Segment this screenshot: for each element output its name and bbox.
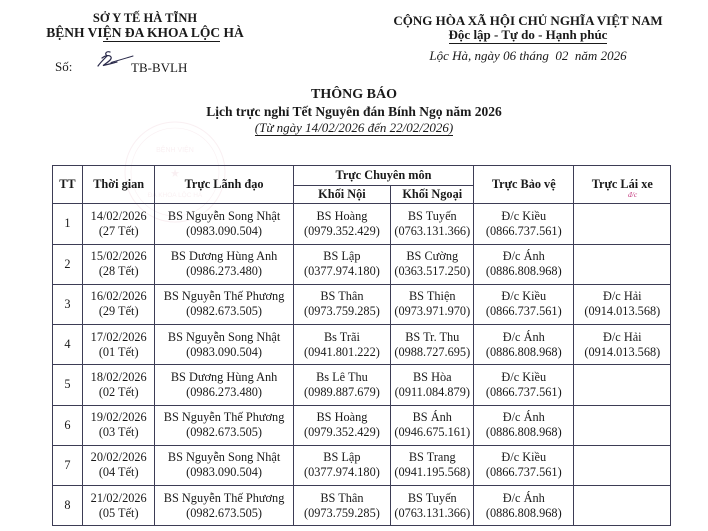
svg-text:BỆNH VIỆN: BỆNH VIỆN bbox=[156, 145, 194, 154]
